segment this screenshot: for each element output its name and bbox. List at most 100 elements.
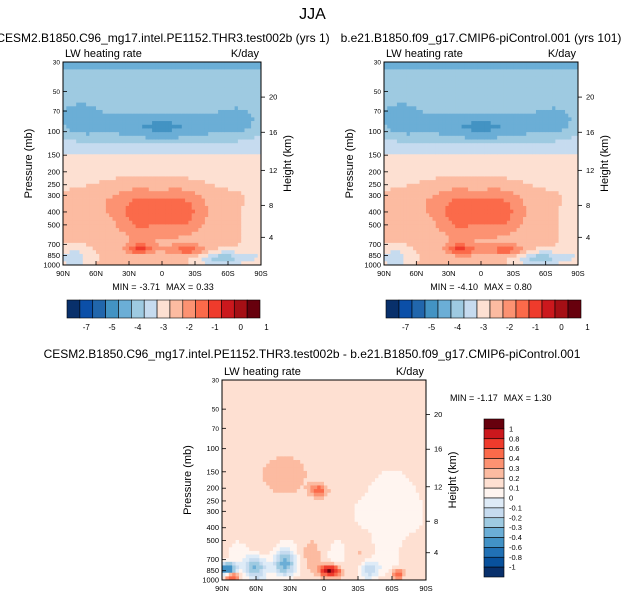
heatmap-cell: [162, 213, 166, 218]
heatmap-cell: [86, 87, 90, 92]
heatmap-cell: [426, 172, 430, 177]
heatmap-cell: [231, 224, 235, 229]
heatmap-cell: [72, 102, 77, 107]
heatmap-cell: [86, 239, 90, 244]
heatmap-cell: [72, 91, 77, 96]
heatmap-cell: [115, 235, 120, 240]
heatmap-cell: [201, 191, 206, 196]
heatmap-cell: [221, 228, 226, 233]
heatmap-cell: [218, 143, 222, 148]
heatmap-cell: [409, 139, 414, 144]
heatmap-cell: [390, 91, 395, 96]
heatmap-cell: [409, 239, 414, 244]
heatmap-cell: [195, 124, 199, 129]
heatmap-cell: [158, 261, 163, 266]
heatmap-cell: [135, 135, 140, 140]
heatmap-cell: [168, 124, 173, 129]
heatmap-cell: [471, 102, 475, 107]
heatmap-cell: [119, 187, 123, 192]
heatmap-cell: [474, 191, 479, 196]
heatmap-cell: [125, 213, 130, 218]
heatmap-cell: [468, 154, 472, 159]
heatmap-cell: [416, 69, 420, 74]
heatmap-cell: [109, 194, 113, 199]
heatmap-cell: [115, 65, 120, 70]
heatmap-cell: [145, 169, 150, 174]
heatmap-cell: [445, 121, 450, 126]
heatmap-cell: [119, 231, 123, 236]
heatmap-cell: [142, 80, 146, 85]
heatmap-cell: [175, 91, 179, 96]
heatmap-cell: [66, 121, 70, 126]
heatmap-cell: [178, 76, 183, 81]
heatmap-cell: [257, 187, 262, 192]
heatmap-cell: [181, 91, 186, 96]
heatmap-cell: [89, 117, 94, 122]
heatmap-cell: [221, 161, 226, 166]
heatmap-cell: [413, 146, 417, 151]
heatmap-cell: [474, 172, 479, 177]
heatmap-cell: [129, 139, 133, 144]
heatmap-cell: [247, 102, 252, 107]
heatmap-cell: [66, 261, 70, 266]
heatmap-cell: [171, 187, 176, 192]
heatmap-cell: [413, 176, 417, 181]
heatmap-cell: [112, 154, 117, 159]
heatmap-cell: [201, 205, 206, 211]
heatmap-cell: [195, 65, 199, 70]
heatmap-cell: [171, 102, 176, 107]
heatmap-cell: [89, 246, 94, 251]
heatmap-cell: [419, 257, 424, 262]
heatmap-cell: [112, 84, 117, 89]
ytick-label: 250: [47, 180, 60, 189]
heatmap-cell: [175, 183, 179, 188]
heatmap-cell: [435, 146, 440, 151]
heatmap-cell: [224, 128, 229, 133]
heatmap-cell: [426, 132, 430, 137]
heatmap-cell: [109, 154, 113, 159]
heatmap-cell: [132, 246, 136, 251]
heatmap-cell: [204, 169, 209, 174]
heatmap-cell: [455, 113, 459, 118]
heatmap-cell: [96, 95, 100, 100]
colorbar-swatch: [246, 299, 261, 319]
heatmap-cell: [188, 231, 193, 236]
heatmap-cell: [422, 231, 427, 236]
heatmap-cell: [464, 65, 469, 70]
heatmap-cell: [178, 231, 183, 236]
heatmap-cell: [152, 69, 156, 74]
heatmap-cell: [125, 113, 130, 118]
heatmap-cell: [464, 209, 469, 214]
heatmap-cell: [251, 121, 255, 126]
heatmap-cell: [115, 191, 120, 196]
heatmap-cell: [471, 176, 475, 181]
heatmap-cell: [175, 73, 179, 78]
heatmap-cell: [474, 80, 479, 85]
heatmap-cell: [119, 242, 123, 247]
heatmap-cell: [426, 109, 430, 115]
heatmap-cell: [201, 180, 206, 185]
heatmap-cell: [162, 121, 166, 126]
heatmap-cell: [79, 124, 84, 129]
heatmap-cell: [168, 150, 173, 155]
heatmap-cell: [198, 239, 202, 244]
heatmap-cell: [257, 198, 262, 203]
heatmap-cell: [384, 202, 388, 207]
heatmap-cell: [69, 87, 74, 92]
heatmap-cell: [145, 176, 150, 181]
heatmap-cell: [69, 161, 74, 166]
heatmap-cell: [231, 73, 235, 78]
heatmap-cell: [464, 143, 469, 148]
heatmap-cell: [66, 172, 70, 177]
heatmap-cell: [228, 209, 232, 214]
heatmap-cell: [211, 121, 216, 126]
heatmap-cell: [82, 205, 87, 211]
heatmap-cell: [135, 109, 140, 115]
heatmap-cell: [99, 124, 103, 129]
heatmap-cell: [458, 246, 462, 251]
heatmap-cell: [122, 157, 127, 163]
heatmap-cell: [185, 91, 189, 96]
heatmap-cell: [135, 242, 140, 247]
heatmap-cell: [247, 261, 252, 266]
heatmap-cell: [393, 84, 398, 89]
